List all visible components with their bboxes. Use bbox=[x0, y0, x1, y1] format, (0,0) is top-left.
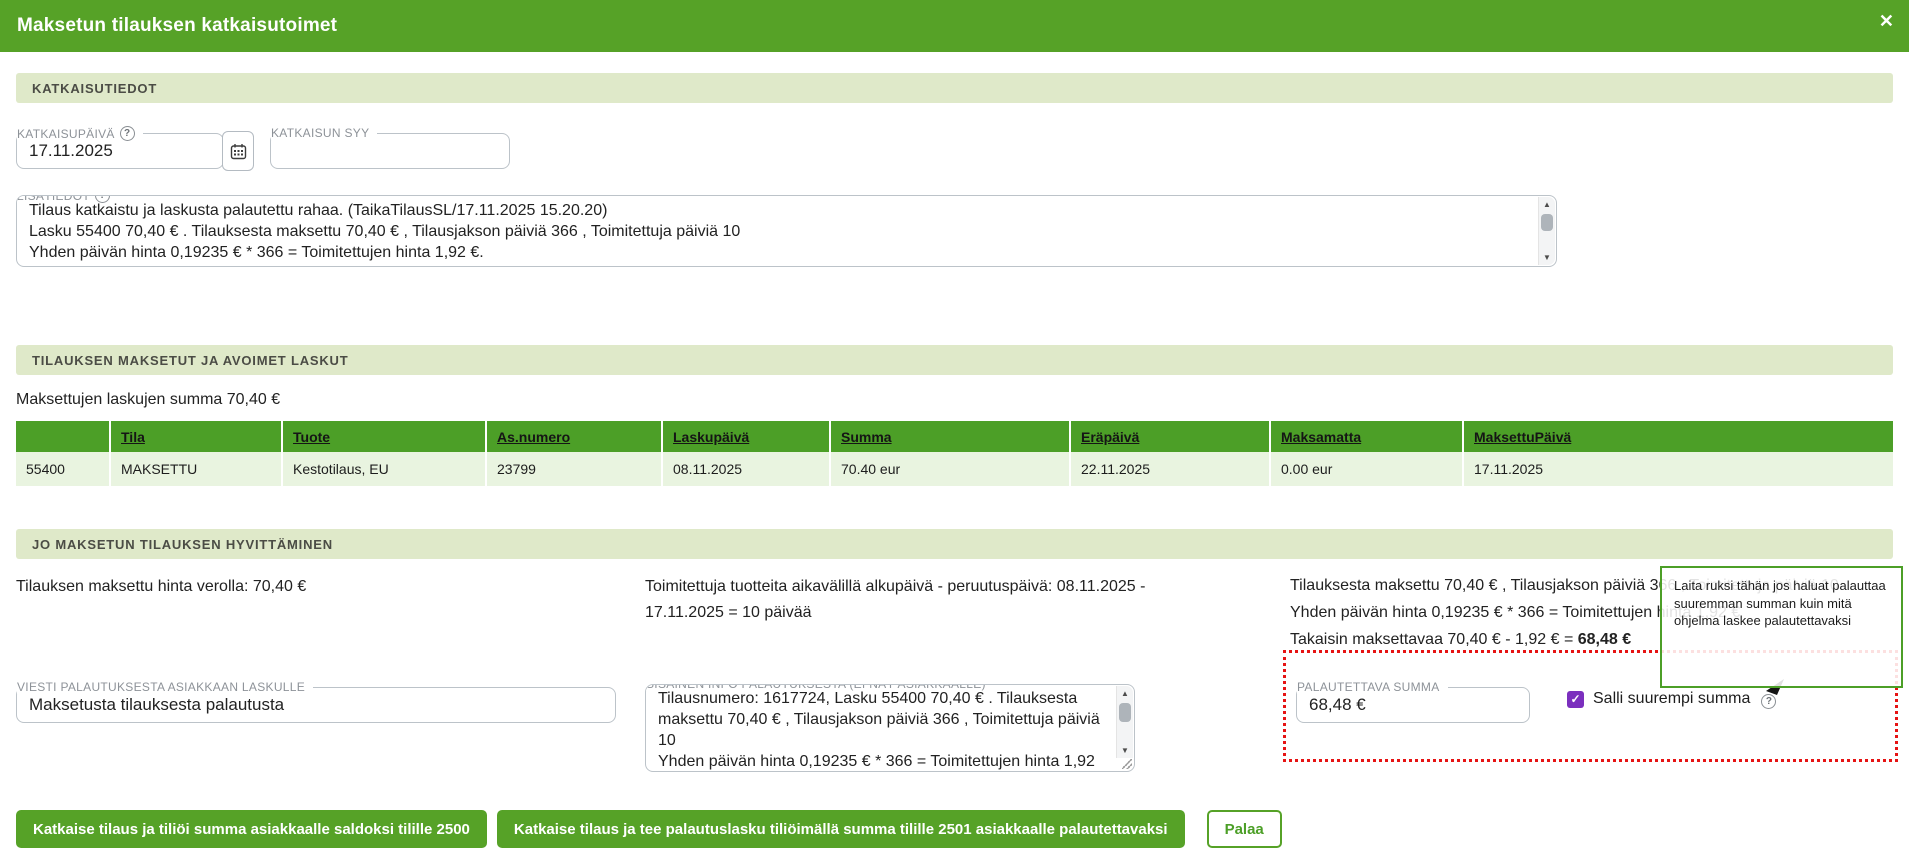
col-maksamatta: Maksamatta bbox=[1271, 421, 1464, 452]
cell-maksamatta: 0.00 eur bbox=[1271, 452, 1464, 486]
col-invoice-number bbox=[16, 421, 111, 452]
cutoff-refund-invoice-button[interactable]: Katkaise tilaus ja tee palautuslasku til… bbox=[496, 810, 1185, 848]
delivered-period-text: Toimitettuja tuotteita aikavälillä alkup… bbox=[645, 578, 1146, 621]
resize-handle[interactable] bbox=[1122, 759, 1132, 769]
modal-header: Maksetun tilauksen katkaisutoimet ✕ bbox=[0, 0, 1909, 52]
refund-amount-value[interactable]: 68,48 € bbox=[1309, 695, 1366, 714]
section-header-hyvittaminen: JO MAKSETUN TILAUKSEN HYVITTÄMINEN bbox=[16, 529, 1893, 559]
modal-title: Maksetun tilauksen katkaisutoimet bbox=[17, 15, 338, 36]
additional-info-label: LISÄTIEDOT ? bbox=[17, 196, 119, 203]
paid-invoices-sum: Maksettujen laskujen summa 70,40 € bbox=[16, 391, 281, 408]
section-header-katkaisutiedot: KATKAISUTIEDOT bbox=[16, 73, 1893, 103]
additional-info-textarea[interactable]: LISÄTIEDOT ? Tilaus katkaistu ja laskust… bbox=[16, 195, 1557, 267]
cell-erapaiva: 22.11.2025 bbox=[1071, 452, 1271, 486]
refund-message-field[interactable]: VIESTI PALAUTUKSESTA ASIAKKAAN LASKULLE … bbox=[16, 680, 616, 723]
scrollbar-thumb[interactable] bbox=[1541, 214, 1553, 232]
cutoff-balance-button[interactable]: Katkaise tilaus ja tiliöi summa asiakkaa… bbox=[16, 810, 487, 848]
col-tuote: Tuote bbox=[283, 421, 487, 452]
scroll-down-icon[interactable] bbox=[1117, 743, 1133, 758]
col-laskupaiva: Laskupäivä bbox=[663, 421, 831, 452]
refund-message-label: VIESTI PALAUTUKSESTA ASIAKKAAN LASKULLE bbox=[17, 680, 314, 694]
paid-price-text: Tilauksen maksettu hinta verolla: 70,40 … bbox=[16, 578, 307, 595]
col-summa: Summa bbox=[831, 421, 1071, 452]
cell-laskupaiva: 08.11.2025 bbox=[663, 452, 831, 486]
col-erapaiva: Eräpäivä bbox=[1071, 421, 1271, 452]
cell-invoice-number: 55400 bbox=[16, 452, 111, 486]
calendar-button[interactable] bbox=[222, 131, 254, 171]
cutoff-reason-field[interactable]: KATKAISUN SYY bbox=[270, 126, 510, 169]
cutoff-date-field[interactable]: KATKAISUPÄIVÄ ? 17.11.2025 bbox=[16, 126, 224, 169]
cutoff-reason-label: KATKAISUN SYY bbox=[271, 126, 378, 140]
scroll-down-icon[interactable] bbox=[1539, 250, 1555, 265]
cell-asnumero: 23799 bbox=[487, 452, 663, 486]
help-icon[interactable]: ? bbox=[1761, 694, 1777, 709]
cell-tuote: Kestotilaus, EU bbox=[283, 452, 487, 486]
col-asnumero: As.numero bbox=[487, 421, 663, 452]
tooltip-allow-larger-sum: Laita ruksi tähän jos haluat palauttaa s… bbox=[1660, 566, 1903, 688]
scroll-up-icon[interactable] bbox=[1117, 686, 1133, 701]
internal-info-value[interactable]: Tilausnumero: 1617724, Lasku 55400 70,40… bbox=[658, 690, 1100, 770]
refund-amount-field[interactable]: PALAUTETTAVA SUMMA 68,48 € bbox=[1296, 680, 1530, 723]
additional-info-value[interactable]: Tilaus katkaistu ja laskusta palautettu … bbox=[29, 202, 741, 261]
scrollbar[interactable] bbox=[1116, 686, 1133, 758]
scroll-up-icon[interactable] bbox=[1539, 197, 1555, 212]
refund-message-value[interactable]: Maksetusta tilauksesta palautusta bbox=[29, 695, 285, 714]
section-header-laskut: TILAUKSEN MAKSETUT JA AVOIMET LASKUT bbox=[16, 345, 1893, 375]
refund-amount-label: PALAUTETTAVA SUMMA bbox=[1297, 680, 1448, 694]
cell-maksettupaiva: 17.11.2025 bbox=[1464, 452, 1893, 486]
col-tila: Tila bbox=[111, 421, 283, 452]
col-maksettupaiva: MaksettuPäivä bbox=[1464, 421, 1893, 452]
scrollbar-thumb[interactable] bbox=[1119, 703, 1131, 723]
internal-info-textarea[interactable]: SISÄINEN INFO PALAUTUKSESTA (EI NÄY ASIA… bbox=[645, 684, 1135, 772]
salli-checkbox-label[interactable]: Salli suurempi summa bbox=[1593, 690, 1751, 707]
scrollbar[interactable] bbox=[1538, 197, 1555, 265]
footer-actions: Katkaise tilaus ja tiliöi summa asiakkaa… bbox=[16, 810, 1282, 848]
cell-tila: MAKSETTU bbox=[111, 452, 283, 486]
close-icon[interactable]: ✕ bbox=[1878, 11, 1894, 31]
calendar-icon bbox=[230, 143, 246, 159]
cutoff-date-label: KATKAISUPÄIVÄ ? bbox=[17, 126, 143, 141]
internal-info-label: SISÄINEN INFO PALAUTUKSESTA (EI NÄY ASIA… bbox=[646, 685, 994, 691]
refund-calc-line2: Yhden päivän hinta 0,19235 € * 366 = Toi… bbox=[1290, 604, 1741, 621]
cutoff-date-value[interactable]: 17.11.2025 bbox=[29, 141, 113, 160]
help-icon[interactable]: ? bbox=[95, 196, 111, 203]
cutoff-date-group: KATKAISUPÄIVÄ ? 17.11.2025 bbox=[16, 126, 256, 171]
back-button[interactable]: Palaa bbox=[1206, 810, 1282, 848]
invoice-table: Tila Tuote As.numero Laskupäivä Summa Er… bbox=[16, 421, 1893, 486]
help-icon[interactable]: ? bbox=[119, 126, 135, 141]
refund-calc-line3: Takaisin maksettavaa 70,40 € - 1,92 € = … bbox=[1290, 631, 1632, 648]
allow-larger-sum-row: Salli suurempi summa ? bbox=[1567, 679, 1785, 709]
table-row[interactable]: 55400 MAKSETTU Kestotilaus, EU 23799 08.… bbox=[16, 452, 1893, 486]
salli-checkbox[interactable] bbox=[1567, 690, 1584, 708]
table-header-row: Tila Tuote As.numero Laskupäivä Summa Er… bbox=[16, 421, 1893, 452]
cell-summa: 70.40 eur bbox=[831, 452, 1071, 486]
